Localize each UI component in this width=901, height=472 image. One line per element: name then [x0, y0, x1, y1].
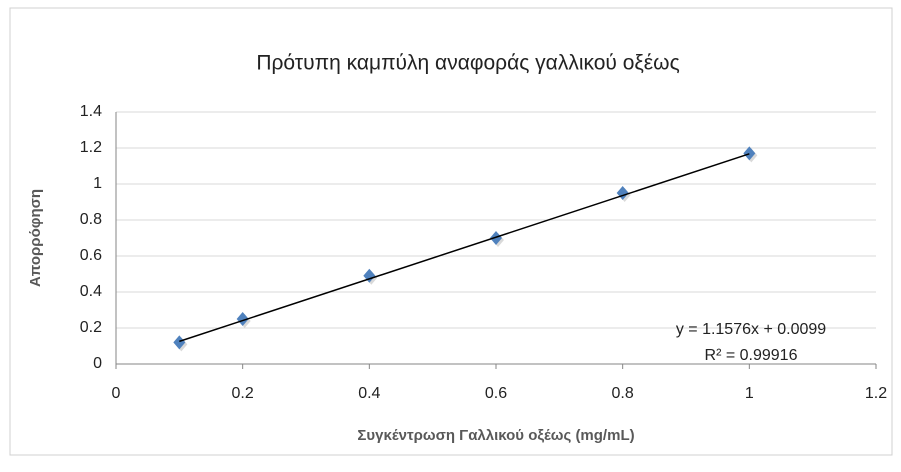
chart-title: Πρότυπη καμπύλη αναφοράς γαλλικού οξέως [256, 52, 679, 75]
y-tick-label: 1 [93, 175, 102, 192]
y-tick-label: 0.8 [80, 211, 102, 228]
y-tick-label: 0 [93, 355, 102, 372]
trendline-r2: R² = 0.99916 [705, 347, 798, 364]
x-tick-label: 0 [112, 385, 121, 402]
trendline-equation: y = 1.1576x + 0.0099 [676, 321, 826, 338]
x-tick-label: 0.8 [612, 385, 634, 402]
y-tick-label: 0.2 [80, 319, 102, 336]
data-point [490, 231, 502, 245]
data-point [743, 146, 756, 161]
x-tick-label: 1 [745, 385, 754, 402]
y-tick-label: 0.6 [80, 247, 102, 264]
y-tick-label: 0.4 [80, 283, 102, 300]
x-tick-label: 0.2 [232, 385, 254, 402]
x-tick-label: 0.4 [358, 385, 380, 402]
data-point [236, 312, 249, 326]
x-tick-label: 1.2 [865, 385, 887, 402]
x-axis-label: Συγκέντρωση Γαλλικού οξέως (mg/mL) [357, 427, 634, 444]
y-tick-label: 1.2 [80, 139, 102, 156]
x-tick-label: 0.6 [485, 385, 507, 402]
data-point [173, 335, 186, 350]
y-axis-label: Απορρόφηση [27, 189, 44, 287]
y-tick-label: 1.4 [80, 103, 102, 120]
chart-frame [9, 7, 893, 456]
trendline [179, 153, 750, 343]
